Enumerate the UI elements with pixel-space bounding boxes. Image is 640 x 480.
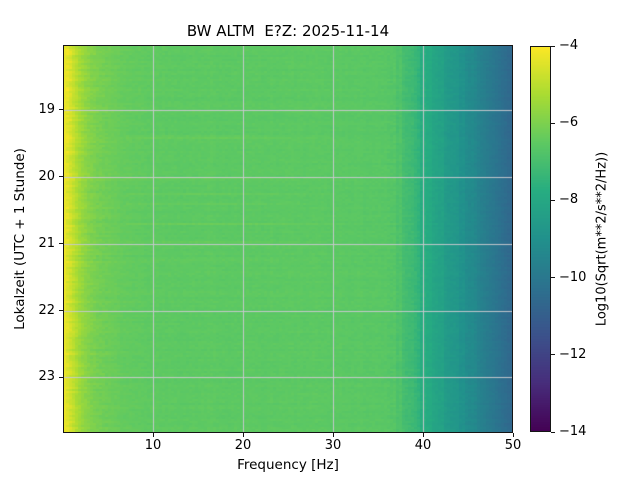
spectrogram-canvas [63,45,513,433]
colorbar-tick-label: −6 [559,115,579,131]
x-tick-mark [332,433,334,437]
x-tick-label: 10 [144,438,162,453]
colorbar-label: Log10(Sqrt(m**2/s**2/Hz)) [594,151,610,327]
colorbar-canvas [530,46,551,432]
x-tick-mark [152,433,154,437]
colorbar-tick-label: −8 [559,192,579,208]
x-tick-mark [242,433,244,437]
y-tick-label: 22 [38,302,55,318]
y-tick-mark [59,176,63,178]
y-tick-mark [59,109,63,111]
x-axis-label: Frequency [Hz] [237,457,339,473]
y-axis-label: Lokalzeit (UTC + 1 Stunde) [12,148,28,330]
y-tick-label: 19 [38,101,55,117]
x-tick-label: 30 [324,438,342,453]
colorbar-tick-label: −14 [559,424,587,439]
colorbar-tick-label: −4 [559,38,579,53]
x-tick-label: 40 [414,438,432,453]
colorbar-tick-mark [551,199,555,201]
y-tick-mark [59,376,63,378]
x-tick-mark [422,433,424,437]
colorbar-tick-label: −12 [559,346,587,362]
x-tick-mark [512,433,514,437]
y-tick-mark [59,243,63,245]
colorbar-tick-mark [551,122,555,124]
colorbar-tick-mark [551,277,555,279]
colorbar-tick-mark [551,45,555,47]
x-tick-label: 20 [234,438,252,453]
y-tick-label: 23 [38,369,55,385]
colorbar-tick-label: −10 [559,269,587,285]
colorbar-tick-mark [551,354,555,356]
y-tick-mark [59,310,63,312]
y-tick-label: 21 [38,235,55,251]
chart-title: BW ALTM E?Z: 2025-11-14 [186,22,390,40]
y-tick-label: 20 [38,168,55,184]
colorbar-tick-mark [551,431,555,433]
x-tick-label: 50 [504,438,522,453]
